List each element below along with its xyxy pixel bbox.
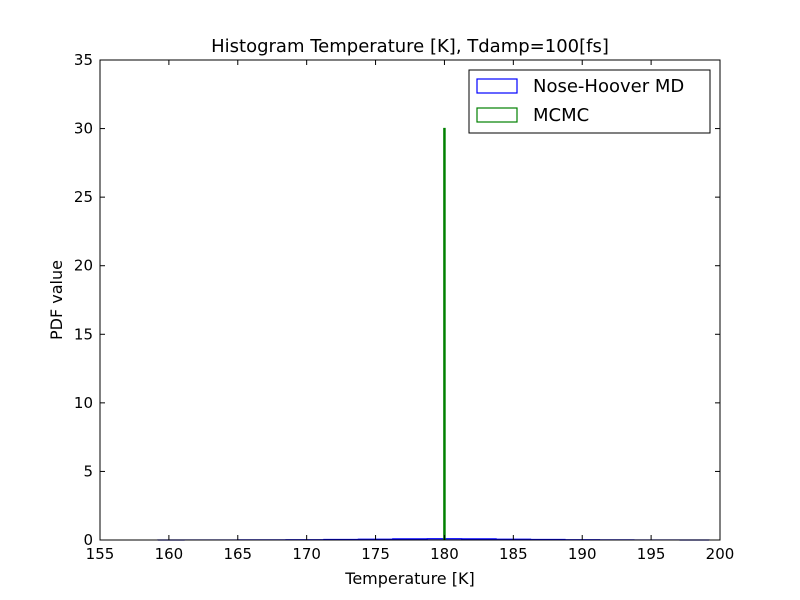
y-axis: 0 5 10 15 20 25 30 35 [74,51,720,549]
x-tick-label: 175 [361,545,390,563]
x-tick-label: 195 [637,545,666,563]
x-tick-label: 165 [223,545,252,563]
x-axis-label: Temperature [K] [344,569,474,588]
x-tick-label: 170 [292,545,321,563]
x-tick-label: 160 [155,545,184,563]
y-axis-label: PDF value [47,260,66,340]
x-tick-label: 155 [86,545,115,563]
y-tick-label: 10 [74,394,93,412]
legend-label-mcmc: MCMC [533,105,589,126]
x-tick-label: 180 [430,545,459,563]
series-mcmc-spike [443,127,446,540]
y-tick-label: 30 [74,120,93,138]
x-tick-label: 185 [499,545,528,563]
chart-title: Histogram Temperature [K], Tdamp=100[fs] [211,36,609,57]
y-tick-label: 25 [74,188,93,206]
plot-frame [99,59,721,541]
y-tick-label: 0 [83,531,93,549]
y-tick-label: 35 [74,51,93,69]
x-axis: 155 160 165 170 175 180 185 190 195 200 [86,60,735,563]
legend-swatch-nose-hoover-md [476,78,518,94]
x-tick-label: 190 [568,545,597,563]
y-tick-label: 5 [83,462,93,480]
legend-swatch-mcmc [476,107,518,123]
y-tick-label: 20 [74,257,93,275]
y-tick-label: 15 [74,325,93,343]
x-tick-label: 200 [706,545,735,563]
legend-label-nose-hoover-md: Nose-Hoover MD [533,76,684,97]
legend: Nose-Hoover MD MCMC [468,69,711,134]
